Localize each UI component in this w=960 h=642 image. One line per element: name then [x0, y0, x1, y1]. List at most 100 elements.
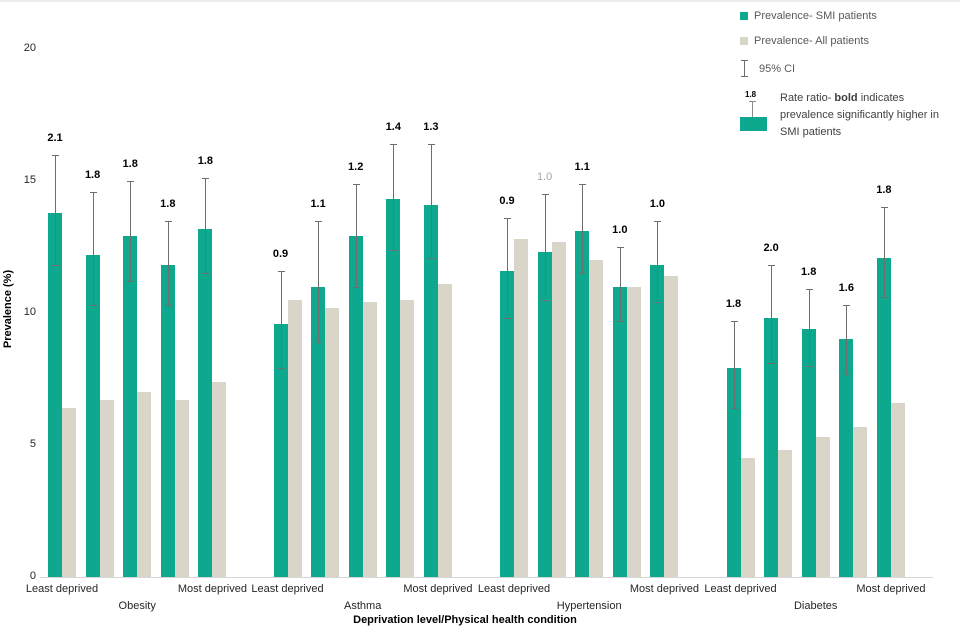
ci-cap-top [127, 181, 135, 182]
all-bar [362, 302, 377, 577]
smi-bar [839, 339, 854, 577]
ci-cap-top [89, 191, 97, 193]
ci-cap-bottom [730, 408, 738, 410]
ci-errorbar [771, 265, 773, 364]
all-bar [287, 299, 302, 577]
rate-ratio-label: 2.1 [47, 131, 63, 144]
rate-ratio-label: 1.8 [725, 297, 742, 310]
rate-ratio-label: 1.8 [876, 184, 892, 197]
smi-bar [160, 265, 175, 577]
ci-cap-top [504, 217, 511, 219]
all-bar [890, 402, 905, 577]
legend-all-label: Prevalence- All patients [754, 35, 869, 47]
rate-ratio-label: 1.8 [197, 155, 214, 168]
ci-cap-bottom [541, 299, 549, 301]
legend-item-all: Prevalence- All patients [740, 35, 952, 47]
all-bar [514, 239, 528, 577]
all-bar [626, 286, 641, 577]
ci-cap-top [654, 220, 662, 222]
condition-label: Asthma [344, 600, 382, 612]
legend-item-rate-ratio: 1.8 Rate ratio- bold indicates prevalenc… [740, 90, 952, 141]
deprivation-label-least: Least deprived [477, 583, 551, 595]
ci-cap-bottom [52, 265, 59, 267]
ytick-label: 15 [23, 174, 36, 186]
errorbar-icon [740, 60, 749, 77]
smi-bar [123, 236, 138, 577]
all-bar [99, 400, 114, 577]
all-bar [437, 283, 452, 577]
ci-errorbar [808, 289, 810, 366]
deprivation-label-least: Least deprived [251, 583, 324, 595]
smi-bar [801, 328, 816, 577]
ytick-label: 5 [29, 438, 36, 450]
rate-ratio-label: 1.3 [423, 121, 439, 134]
rate-ratio-label: 1.8 [84, 168, 101, 181]
deprivation-label-most: Most deprived [403, 583, 473, 595]
deprivation-label-least: Least deprived [704, 583, 777, 595]
y-axis-title: Prevalence (%) [2, 269, 14, 349]
ci-cap-top [352, 183, 360, 185]
ci-errorbar [582, 183, 584, 274]
ci-errorbar [318, 220, 320, 343]
all-bar [212, 381, 227, 577]
smi-bar [650, 265, 665, 577]
rate-ratio-label: 0.9 [272, 247, 289, 260]
smi-bar [612, 286, 627, 577]
smi-swatch-icon [740, 12, 748, 20]
smi-bar [876, 257, 891, 577]
ci-cap-bottom [805, 365, 813, 367]
smi-bar [726, 368, 741, 577]
all-bar [174, 400, 189, 577]
all-bar [137, 392, 152, 577]
x-axis-title: Deprivation level/Physical health condit… [353, 614, 577, 626]
ci-cap-top [164, 220, 172, 222]
condition-label: Obesity [118, 600, 156, 612]
rate-ratio-bar-icon: 1.8 [740, 90, 772, 134]
ci-cap-top [390, 144, 398, 146]
ytick-label: 20 [23, 42, 36, 54]
legend-smi-label: Prevalence- SMI patients [754, 10, 877, 22]
smi-bar [311, 286, 326, 577]
rate-ratio-label: 1.0 [536, 171, 553, 184]
ci-errorbar [55, 154, 56, 266]
legend-item-smi: Prevalence- SMI patients [740, 10, 952, 22]
ci-cap-bottom [315, 342, 323, 344]
ci-cap-top [616, 247, 624, 248]
ci-cap-bottom [504, 318, 511, 320]
ci-cap-bottom [579, 273, 587, 275]
legend-rate-ratio-text: Rate ratio- bold indicates prevalence si… [780, 92, 939, 138]
deprivation-label-most: Most deprived [856, 583, 926, 595]
ci-cap-top [843, 305, 851, 307]
smi-bar [500, 270, 514, 577]
ci-errorbar [355, 183, 357, 287]
ci-cap-bottom [880, 297, 888, 299]
ci-errorbar [619, 247, 621, 321]
legend-ci-label: 95% CI [759, 62, 796, 75]
rate-ratio-label: 2.0 [763, 242, 779, 255]
ci-cap-top [427, 144, 435, 146]
ci-cap-top [805, 289, 813, 291]
rate-ratio-example-value: 1.8 [745, 90, 757, 99]
ci-errorbar [846, 305, 848, 374]
x-axis-line [40, 577, 933, 578]
ci-cap-bottom [89, 305, 97, 307]
rate-ratio-label: 1.1 [310, 197, 326, 210]
ci-errorbar [544, 194, 546, 300]
ci-errorbar [507, 217, 508, 319]
ci-errorbar [92, 191, 94, 306]
rate-ratio-label: 1.6 [838, 282, 854, 295]
rate-ratio-label: 1.2 [348, 160, 364, 173]
smi-bar [85, 254, 100, 577]
legend: Prevalence- SMI patients Prevalence- All… [740, 10, 952, 141]
ci-cap-bottom [768, 363, 776, 365]
rate-ratio-label: 1.4 [385, 121, 401, 134]
ci-cap-top [579, 183, 587, 185]
rate-ratio-label: 1.0 [649, 197, 666, 210]
all-bar [62, 408, 76, 577]
ci-cap-top [768, 265, 776, 267]
ci-cap-bottom [427, 257, 435, 259]
ci-errorbar [883, 207, 885, 298]
ytick-label: 10 [23, 306, 36, 318]
ci-errorbar [657, 220, 659, 303]
